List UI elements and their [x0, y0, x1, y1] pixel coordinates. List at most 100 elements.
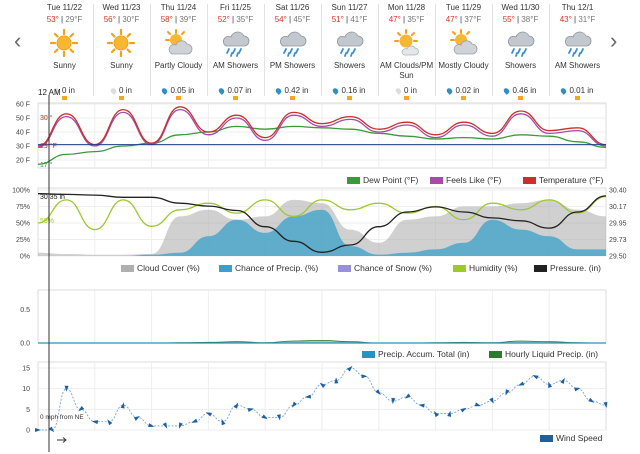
day-column[interactable]: Tue 11/29 47° | 37°F Mostly Cloudy 0.02 in [435, 0, 492, 100]
wind-direction-arrow [560, 377, 565, 384]
legend-chance-snow-swatch [338, 265, 351, 272]
showers-icon [220, 28, 250, 58]
dew-point-line [37, 125, 607, 165]
day-column[interactable]: Fri 11/25 52° | 35°F AM Showers 0.07 in [207, 0, 264, 100]
previous-days-button[interactable]: ‹ [14, 28, 22, 53]
day-temps: 54° | 45°F [274, 15, 311, 24]
precip-tick-label: 0.5 [20, 307, 30, 314]
wind-direction-arrow [603, 401, 608, 409]
wind-tick-label: 10 [22, 386, 30, 393]
legend-chance-snow: Chance of Snow (%) [354, 263, 432, 273]
day-date: Wed 11/23 [102, 3, 141, 12]
day-marker [119, 96, 124, 100]
sun-cloud-icon [391, 28, 421, 58]
day-date: Fri 11/25 [220, 3, 251, 12]
high-temp: 52° [217, 15, 230, 24]
wind-arrow-head [247, 408, 254, 413]
wind-arrow-head [178, 422, 183, 429]
day-condition: Showers [504, 61, 537, 70]
day-temps: 43° | 31°F [559, 15, 596, 24]
pressure-tick-label: 30.17 [609, 204, 627, 211]
now-marker-label: 12 AM [38, 88, 61, 97]
next-days-button[interactable]: › [610, 28, 618, 53]
high-temp: 43° [559, 15, 572, 24]
day-marker [404, 96, 409, 100]
day-column[interactable]: Mon 11/28 47° | 35°F AM Clouds/PM Sun 0 in [378, 0, 435, 100]
sunny-icon [49, 28, 79, 58]
wind-arrow-head [107, 419, 113, 426]
day-temps: 47° | 35°F [388, 15, 425, 24]
wind-direction-arrow [91, 420, 99, 425]
wind-arrow-head [532, 375, 539, 380]
day-separator [207, 4, 208, 96]
wind-direction-arrow [64, 385, 69, 392]
legend-feels-like: Feels Like (°F) [446, 175, 502, 185]
day-column[interactable]: Wed 11/30 55° | 38°F Showers 0.46 in [492, 0, 549, 100]
day-precip: 0 in [36, 86, 93, 95]
showers-icon [505, 28, 535, 58]
wind-arrow-head [276, 414, 281, 421]
percent-tick-label: 25% [16, 237, 30, 244]
pressure-tick-label: 30.40 [609, 188, 627, 195]
wind-arrow-head [346, 365, 353, 372]
wind-arrow-head [148, 423, 155, 427]
wind-direction-arrow [291, 401, 297, 408]
day-marker [62, 96, 67, 100]
wind-arrow-head [334, 377, 339, 384]
low-temp: 38°F [521, 15, 539, 24]
wind-arrow-head [48, 426, 55, 433]
legend-dew-point-swatch [347, 177, 360, 184]
legend-dew-point: Dew Point (°F) [363, 175, 419, 185]
pressure-annotation: 30.35 in [40, 194, 65, 201]
wind-arrow-head [319, 382, 326, 388]
showers-icon [277, 28, 307, 58]
day-column[interactable]: Sat 11/26 54° | 45°F PM Showers 0.42 in [264, 0, 321, 100]
legend-wind-speed-swatch [540, 435, 553, 442]
day-separator [378, 4, 379, 96]
legend-precip-accum-swatch [362, 351, 375, 358]
wind-direction-arrow [505, 389, 510, 396]
day-condition: AM Clouds/PM Sun [379, 61, 434, 80]
wind-direction-arrow [120, 402, 125, 409]
wind-direction-arrow [418, 403, 425, 408]
day-column[interactable]: Thu 12/1 43° | 31°F AM Showers 0.01 in [549, 0, 606, 100]
wind-direction-arrow [178, 422, 183, 429]
wind-direction-arrow [48, 426, 55, 433]
day-column[interactable]: Sun 11/27 51° | 41°F Showers 0.16 in [321, 0, 378, 100]
day-separator [435, 4, 436, 96]
wind-direction-arrow [433, 411, 439, 418]
scroll-right-arrow-icon [57, 437, 67, 443]
day-column[interactable]: Wed 11/23 56° | 30°F Sunny 0 in [93, 0, 150, 100]
low-temp: 29°F [65, 15, 83, 24]
temp-tick-label: 20 F [16, 158, 30, 165]
wind-tick-label: 5 [26, 407, 30, 414]
high-temp: 58° [160, 15, 173, 24]
legend-chance-precip: Chance of Precip. (%) [235, 263, 318, 273]
day-precip: 0.46 in [492, 86, 549, 95]
day-column[interactable]: Tue 11/22 53° | 29°F Sunny 0 in [36, 0, 93, 100]
day-condition: Partly Cloudy [154, 61, 203, 70]
wind-direction-arrow [162, 422, 168, 429]
precip-amount: 0.05 in [170, 86, 195, 95]
partly-cloudy-icon [448, 28, 478, 58]
feels-like-line [37, 108, 607, 149]
legend-feels-like-swatch [430, 177, 443, 184]
wind-arrow-head [518, 381, 525, 386]
high-temp: 53° [46, 15, 59, 24]
wind-arrow-head [560, 377, 565, 384]
wind-direction-arrow [532, 375, 539, 380]
dew-annotation: 17 ° [40, 161, 53, 169]
day-precip: 0.02 in [435, 86, 492, 95]
day-column[interactable]: Thu 11/24 58° | 39°F Partly Cloudy 0.05 in [150, 0, 207, 100]
wind-direction-arrow [35, 428, 41, 432]
day-date: Wed 11/30 [501, 3, 540, 12]
wind-arrow-head [447, 410, 452, 417]
chance-precip-area [38, 209, 606, 256]
wind-direction-arrow [334, 377, 339, 384]
pressure-tick-label: 29.95 [609, 221, 627, 228]
high-temp: 56° [103, 15, 116, 24]
wind-direction-arrow [588, 397, 595, 403]
temp-tick-label: 40 F [16, 130, 30, 137]
wind-tick-label: 15 [22, 366, 30, 373]
low-temp: 35°F [407, 15, 425, 24]
